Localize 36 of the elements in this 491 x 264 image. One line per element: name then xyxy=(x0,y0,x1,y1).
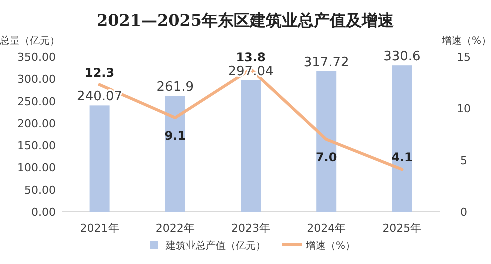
data-label: 9.1 xyxy=(164,128,186,143)
y-tick-label: 100.00 xyxy=(18,162,56,175)
y2-tick-label: 0 xyxy=(460,206,468,219)
legend-label: 建筑业总产值（亿元） xyxy=(165,240,266,252)
y-tick-label: 250.00 xyxy=(18,95,56,108)
bar xyxy=(90,106,110,212)
x-tick-label: 2023年 xyxy=(232,222,270,235)
bar xyxy=(392,66,412,212)
data-label: 4.1 xyxy=(392,150,413,165)
legend-label: 增速（%） xyxy=(305,240,356,252)
y2-tick-label: 5 xyxy=(460,154,468,168)
bar xyxy=(165,96,186,212)
data-label: 7.0 xyxy=(316,150,338,165)
y-tick-label: 0.00 xyxy=(32,206,56,219)
bar xyxy=(241,80,261,212)
x-tick-label: 2022年 xyxy=(156,222,195,235)
data-label: 261.9 xyxy=(156,80,194,96)
y-tick-label: 350.00 xyxy=(18,51,56,64)
y-tick-label: 150.00 xyxy=(18,140,56,153)
y-tick-label: 300.00 xyxy=(18,73,56,86)
chart-title: 2021—2025年东区建筑业总产值及增速 xyxy=(96,11,396,30)
x-tick-label: 2024年 xyxy=(307,222,346,235)
y2-tick-label: 10 xyxy=(457,102,471,116)
x-tick-label: 2021年 xyxy=(80,222,120,235)
y-tick-label: 50.00 xyxy=(24,184,56,197)
y-axis-title: 总量（亿元） xyxy=(0,36,60,48)
data-label: 240.07 xyxy=(77,90,123,105)
data-label: 13.8 xyxy=(236,50,266,64)
data-label: 330.6 xyxy=(384,50,421,65)
y2-axis-title: 增速（%） xyxy=(442,36,491,48)
data-label: 317.72 xyxy=(304,55,350,70)
data-label: 12.3 xyxy=(84,66,115,80)
y-tick-label: 200.00 xyxy=(18,117,56,130)
bar xyxy=(316,71,337,212)
y2-tick-label: 15 xyxy=(457,51,471,64)
x-tick-label: 2025年 xyxy=(382,222,422,235)
